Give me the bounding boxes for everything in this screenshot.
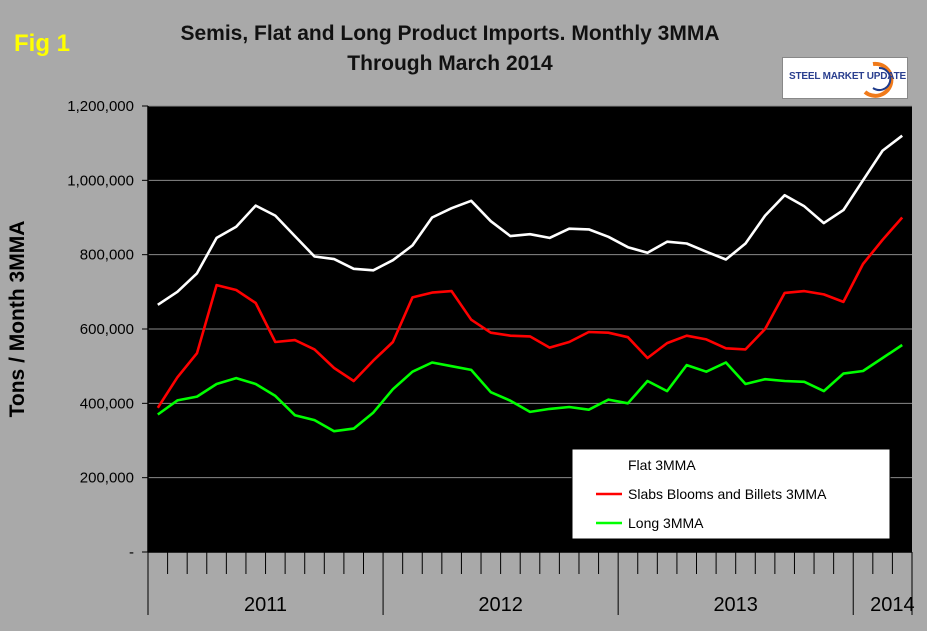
steel-market-update-logo: STEEL MARKET UPDATE <box>782 57 908 99</box>
logo-text: STEEL MARKET UPDATE <box>789 71 906 82</box>
y-tick-labels: - 200,000 400,000 600,000 800,000 1,000,000 1,… <box>67 98 134 561</box>
chart-title-line-1: Semis, Flat and Long Product Imports. Mo… <box>180 22 720 45</box>
y-tick-label-3: 600,000 <box>80 321 134 338</box>
series-layer <box>156 134 904 433</box>
legend-label-1: Slabs Blooms and Billets 3MMA <box>628 486 827 502</box>
legend-box <box>571 448 891 540</box>
legend-label-0: Flat 3MMA <box>628 457 696 473</box>
y-tick-label-5: 1,000,000 <box>67 172 134 189</box>
y-axis-label: Tons / Month 3MMA <box>6 221 29 418</box>
y-tick-label-2: 400,000 <box>80 395 134 412</box>
gridlines <box>142 105 912 553</box>
series-line-1 <box>156 216 904 409</box>
legend-label-2: Long 3MMA <box>628 515 704 531</box>
x-year-labels: 2011 2012 2013 2014 <box>244 594 915 616</box>
chart-title-line-2: Through March 2014 <box>347 52 553 75</box>
y-tick-label-1: 200,000 <box>80 470 134 487</box>
figure-label: Fig 1 <box>14 30 71 57</box>
series-line-0 <box>157 134 903 306</box>
year-label-2011: 2011 <box>244 594 287 616</box>
y-tick-label-0: - <box>129 544 134 561</box>
logo-swoosh-icon <box>863 61 894 98</box>
year-label-2012: 2012 <box>478 594 523 616</box>
legend: Flat 3MMA Slabs Blooms and Billets 3MMA Lo… <box>571 448 891 540</box>
year-label-2014: 2014 <box>870 594 915 616</box>
series-line-2 <box>157 343 903 433</box>
y-tick-label-6: 1,200,000 <box>67 98 134 115</box>
axes <box>147 106 913 615</box>
year-label-2013: 2013 <box>713 594 758 616</box>
y-tick-label-4: 800,000 <box>80 247 134 264</box>
